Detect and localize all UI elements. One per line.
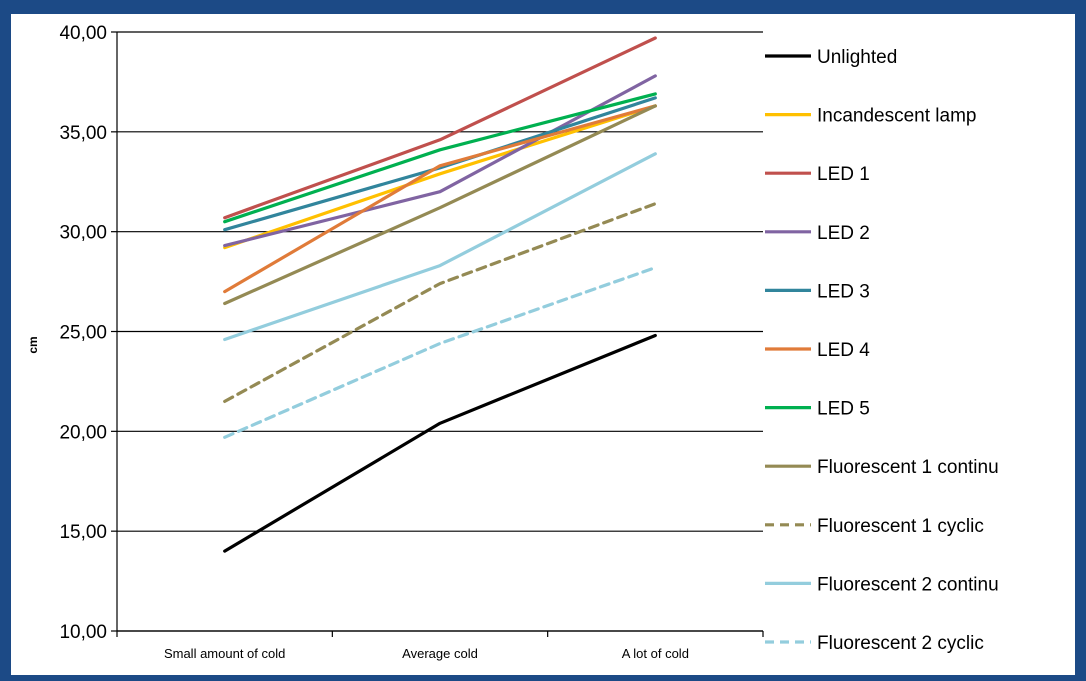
- series-lines: [223, 36, 657, 553]
- axes: [111, 31, 764, 637]
- series-line-3: [223, 74, 657, 248]
- line-chart: 10,00 15,00 20,00 25,00 30,00 35,00 40,00 Small…: [26, 23, 999, 661]
- x-category-label: Small amount of cold: [164, 646, 285, 661]
- series-line-5: [223, 104, 657, 294]
- series-line-1: [223, 104, 657, 250]
- series-line-2: [223, 36, 657, 220]
- y-tick-label: 35,00: [59, 123, 107, 144]
- y-tick-label: 40,00: [59, 23, 107, 44]
- legend-label: Fluorescent 1 continu: [817, 457, 999, 478]
- legend-label: LED 4: [817, 340, 870, 361]
- series-line-7: [223, 104, 657, 306]
- y-tick-label: 30,00: [59, 223, 107, 244]
- legend: Unlighted Incandescent lamp LED 1 LED 2 LED …: [765, 47, 999, 654]
- legend-label: LED 3: [817, 281, 870, 302]
- y-axis-title: cm: [26, 336, 40, 353]
- series-line-0: [223, 333, 657, 553]
- y-tick-label: 10,00: [59, 622, 107, 643]
- series-line-8: [223, 202, 657, 403]
- series-line-9: [223, 152, 657, 342]
- y-tick-label: 20,00: [59, 422, 107, 443]
- gridlines: [117, 31, 763, 632]
- x-category-label: A lot of cold: [622, 646, 689, 661]
- legend-label: Unlighted: [817, 47, 897, 68]
- series-line-10: [223, 266, 657, 439]
- legend-label: Fluorescent 1 cyclic: [817, 516, 984, 537]
- y-tick-label: 25,00: [59, 323, 107, 344]
- legend-label: LED 2: [817, 223, 870, 244]
- tick-labels: 10,00 15,00 20,00 25,00 30,00 35,00 40,00 Small…: [59, 23, 688, 661]
- legend-label: LED 1: [817, 164, 870, 185]
- y-tick-label: 15,00: [59, 522, 107, 543]
- legend-label: Fluorescent 2 cyclic: [817, 633, 984, 654]
- series-line-4: [223, 96, 657, 232]
- chart-panel: 10,00 15,00 20,00 25,00 30,00 35,00 40,00 Small…: [11, 14, 1075, 675]
- legend-label: LED 5: [817, 399, 870, 420]
- legend-label: Incandescent lamp: [817, 106, 977, 127]
- series-line-6: [223, 92, 657, 224]
- legend-label: Fluorescent 2 continu: [817, 574, 999, 595]
- x-category-label: Average cold: [402, 646, 478, 661]
